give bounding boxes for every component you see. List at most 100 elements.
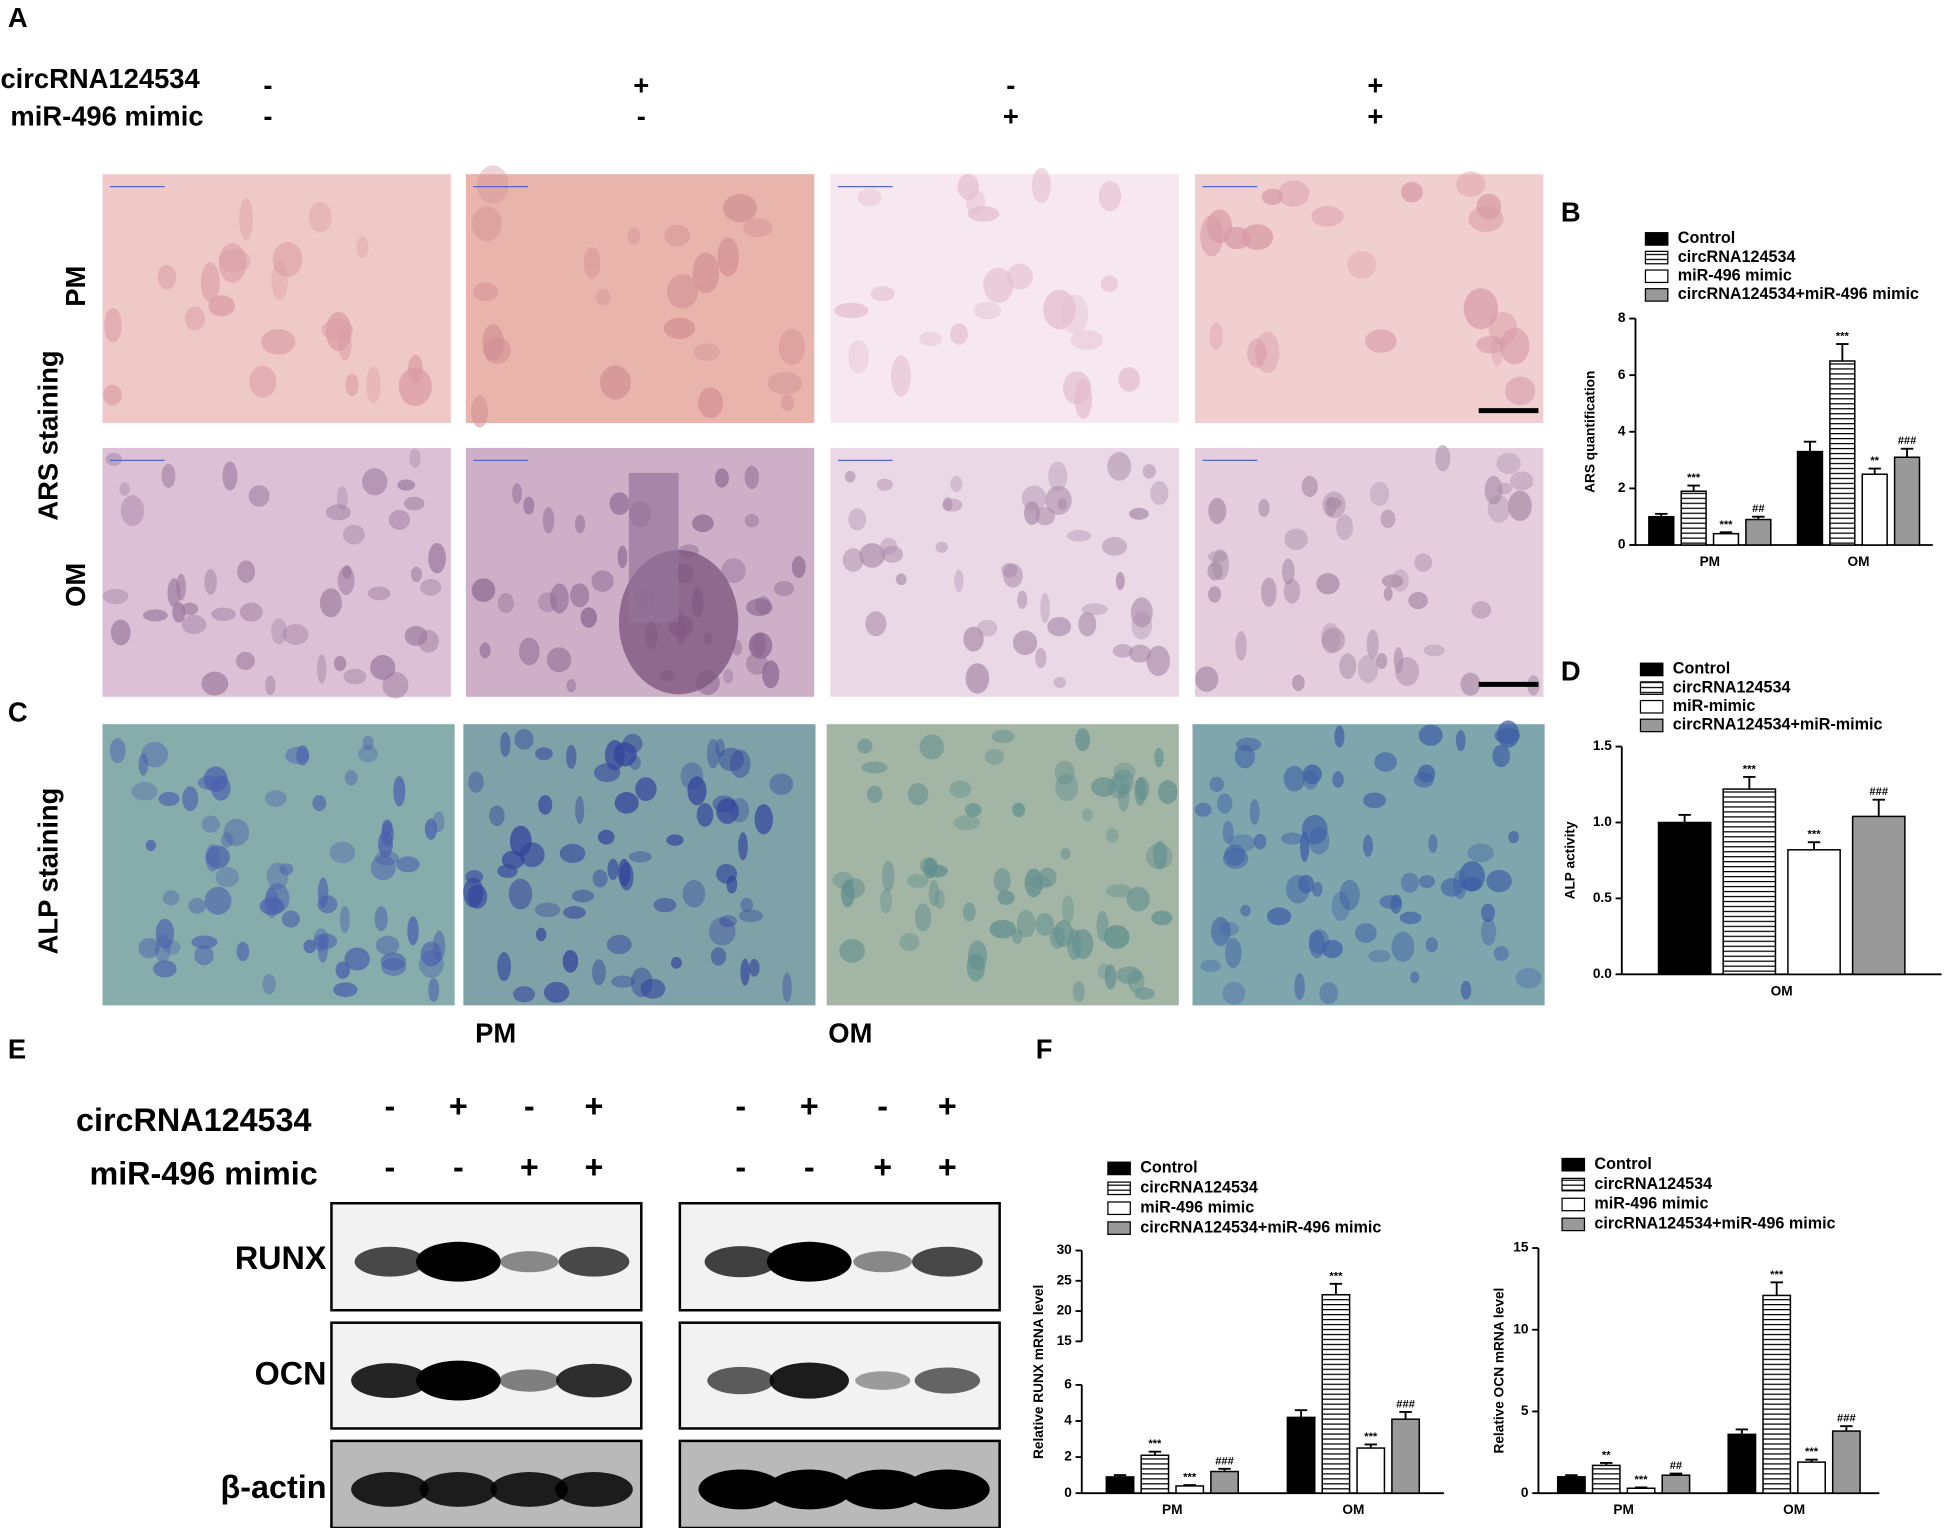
bar	[1829, 360, 1856, 546]
cell	[404, 625, 428, 646]
blot-band	[840, 1469, 925, 1510]
cell	[848, 339, 869, 374]
significance-label: ***	[1635, 1474, 1649, 1486]
blot-band	[704, 1246, 778, 1278]
sign: +	[873, 1149, 892, 1185]
cell	[592, 959, 606, 986]
cell	[1074, 378, 1093, 419]
cell	[1339, 879, 1360, 911]
condition-label: circRNA124534	[76, 1102, 312, 1138]
cell	[1029, 874, 1051, 889]
cell	[976, 620, 998, 637]
cell	[546, 647, 572, 673]
cell	[239, 602, 263, 622]
blot-band	[698, 1469, 784, 1510]
cell	[928, 879, 940, 907]
cell	[1321, 627, 1345, 653]
cell	[919, 331, 943, 347]
cell	[670, 956, 682, 969]
cell	[1301, 814, 1328, 845]
cell	[138, 753, 149, 776]
sign: -	[637, 100, 646, 131]
x-tick-label: PM	[1162, 1502, 1183, 1517]
cell	[698, 387, 724, 419]
cell	[611, 975, 635, 988]
cell	[1425, 937, 1438, 953]
cell	[1283, 765, 1306, 792]
legend-label: miR-496 mimic	[1140, 1198, 1254, 1216]
significance-label: ***	[1183, 1472, 1197, 1484]
cell	[1414, 553, 1433, 572]
cell	[738, 909, 764, 923]
cell	[653, 897, 677, 913]
cell	[317, 654, 327, 684]
legend-swatch	[1644, 269, 1669, 284]
cell	[880, 888, 893, 914]
cell	[597, 829, 615, 845]
cell	[336, 486, 348, 510]
blot-band	[499, 1369, 560, 1392]
cell	[740, 897, 754, 913]
significance-label: ###	[1869, 786, 1888, 798]
significance-label: ###	[1215, 1455, 1234, 1467]
cell	[261, 329, 296, 355]
cell	[1399, 911, 1422, 925]
cell	[424, 818, 438, 840]
cell	[844, 470, 856, 483]
cell	[208, 295, 236, 317]
cell	[723, 193, 758, 223]
cell	[1355, 923, 1377, 943]
cell	[1222, 820, 1234, 844]
sign: -	[263, 100, 272, 131]
cell	[145, 839, 157, 852]
cell	[1206, 209, 1233, 244]
cell	[1070, 330, 1104, 350]
cell	[1284, 528, 1308, 551]
cell	[1249, 799, 1260, 825]
cell	[282, 624, 309, 645]
cell	[218, 243, 247, 283]
cell	[188, 898, 207, 914]
cell	[471, 206, 502, 242]
cell	[1309, 930, 1326, 959]
cell	[1209, 776, 1225, 792]
cell	[935, 541, 948, 553]
cell	[194, 945, 214, 966]
cell	[222, 461, 238, 491]
y-axis-label: ARS quantification	[1582, 371, 1597, 493]
cell	[1455, 730, 1466, 752]
cell	[1334, 725, 1345, 748]
y-axis-label: ALP activity	[1562, 821, 1577, 899]
bar	[1727, 1433, 1757, 1494]
cell	[627, 228, 641, 245]
cell	[1134, 987, 1155, 1000]
sign: -	[453, 1149, 464, 1185]
cell	[1194, 802, 1212, 817]
cell	[617, 545, 628, 569]
cell	[1101, 537, 1128, 556]
cell	[362, 468, 388, 496]
cell	[204, 569, 217, 595]
cell	[962, 902, 976, 922]
cell	[967, 206, 1000, 222]
cell	[881, 545, 904, 563]
cell	[271, 260, 288, 301]
cell	[726, 875, 738, 894]
cell	[842, 548, 864, 572]
cell	[1195, 666, 1219, 692]
cell	[102, 588, 129, 604]
cell	[1285, 874, 1310, 904]
cell	[723, 668, 734, 684]
cell	[746, 652, 769, 675]
bar	[1851, 815, 1906, 976]
blot-band	[556, 1363, 632, 1398]
cell	[343, 668, 367, 685]
cell	[1240, 904, 1251, 917]
legend-label: miR-496 mimic	[1678, 267, 1792, 285]
bar	[1657, 821, 1712, 976]
cell	[1012, 630, 1038, 656]
legend-swatch	[1107, 1181, 1131, 1196]
cell	[710, 947, 727, 966]
significance-label: ***	[1743, 763, 1757, 775]
cell	[580, 607, 598, 628]
